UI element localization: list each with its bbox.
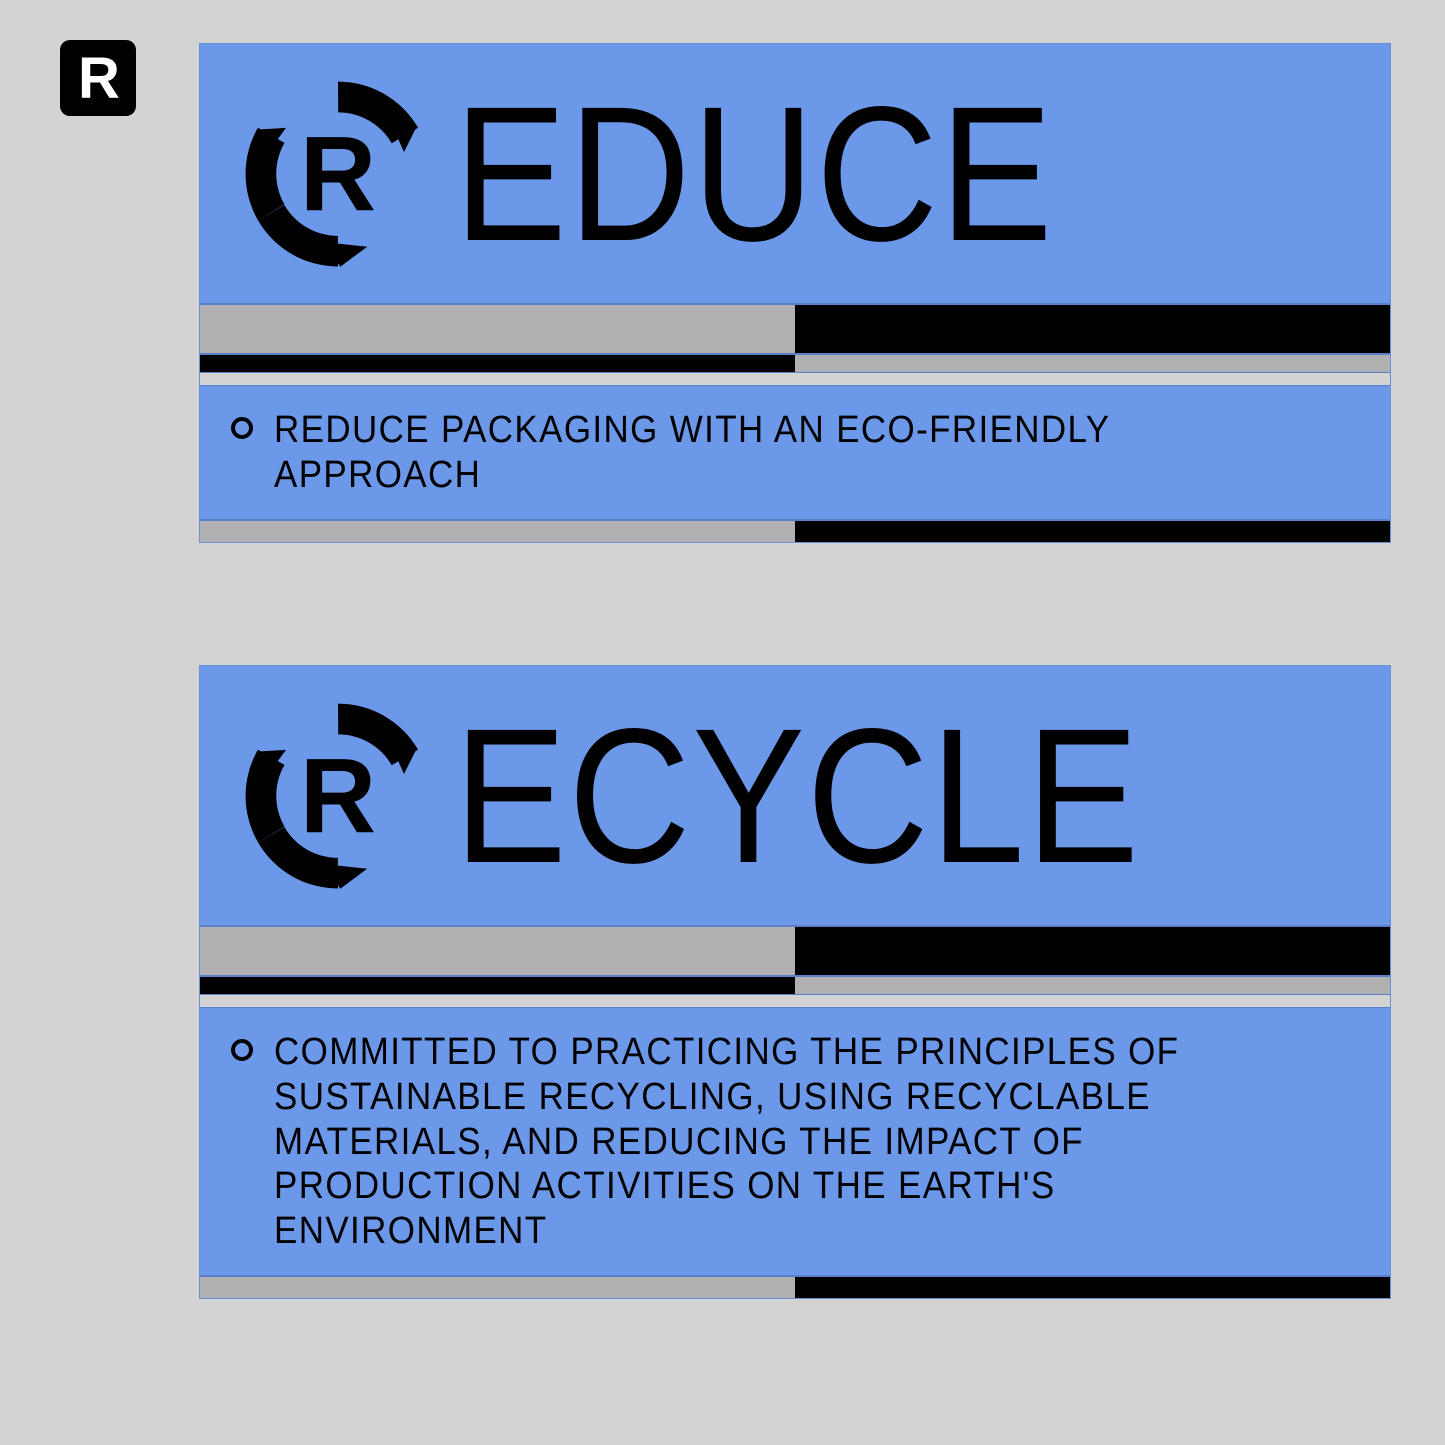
body-band: COMMITTED TO PRACTICING THE PRINCIPLES O… <box>200 1008 1390 1276</box>
spacer <box>200 372 1390 386</box>
bullet-icon <box>230 1038 254 1062</box>
divider-thin-black <box>200 976 795 994</box>
body-text: COMMITTED TO PRACTICING THE PRINCIPLES O… <box>274 1030 1268 1254</box>
bottom-black <box>795 520 1390 542</box>
divider-bar <box>200 304 1390 354</box>
divider-grey <box>200 926 795 976</box>
divider-thin-black <box>200 354 795 372</box>
title-text: ECYCLE <box>454 700 1141 892</box>
divider-black <box>795 926 1390 976</box>
bottom-bar <box>200 1276 1390 1298</box>
bottom-grey <box>200 1276 795 1298</box>
spacer <box>200 994 1390 1008</box>
divider-thin <box>200 976 1390 994</box>
body-text: REDUCE PACKAGING WITH AN ECO-FRIENDLY AP… <box>274 408 1268 498</box>
title-band: R ECYCLE <box>200 666 1390 926</box>
title-band: R EDUCE <box>200 44 1390 304</box>
body-band: REDUCE PACKAGING WITH AN ECO-FRIENDLY AP… <box>200 386 1390 520</box>
svg-text:R: R <box>300 737 376 855</box>
recycle-arrows-icon: R <box>228 64 448 284</box>
divider-black <box>795 304 1390 354</box>
divider-thin-grey <box>795 976 1390 994</box>
svg-text:R: R <box>300 115 376 233</box>
logo-badge: R <box>60 40 136 116</box>
divider-grey <box>200 304 795 354</box>
divider-thin <box>200 354 1390 372</box>
title-text: EDUCE <box>454 78 1054 270</box>
recycle-arrows-icon: R <box>228 686 448 906</box>
logo-letter: R <box>78 45 118 112</box>
divider-bar <box>200 926 1390 976</box>
card-reduce: R EDUCE REDUCE PACKAGING WITH AN ECO-FRI… <box>200 44 1390 542</box>
bottom-black <box>795 1276 1390 1298</box>
bottom-grey <box>200 520 795 542</box>
divider-thin-grey <box>795 354 1390 372</box>
bottom-bar <box>200 520 1390 542</box>
bullet-icon <box>230 416 254 440</box>
card-recycle: R ECYCLE COMMITTED TO PRACTICING THE PRI… <box>200 666 1390 1298</box>
